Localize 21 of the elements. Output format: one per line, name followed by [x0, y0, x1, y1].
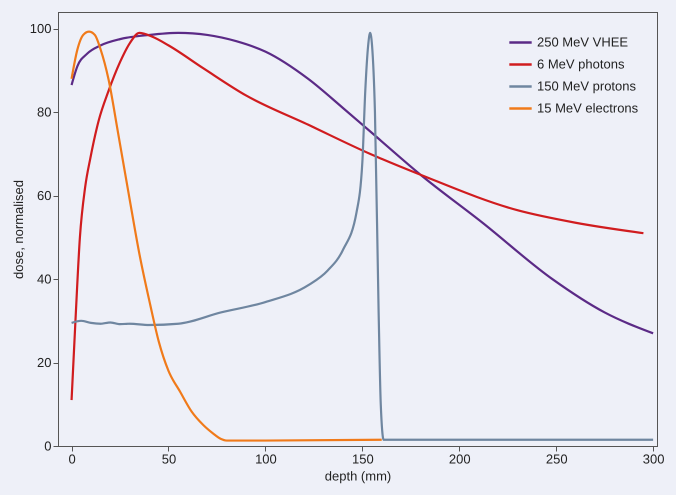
y-tick-label: 0: [44, 438, 52, 454]
x-axis-title: depth (mm): [324, 468, 392, 484]
line-series: [70, 30, 383, 442]
y-tick-label: 60: [37, 188, 52, 204]
x-tick-label: 300: [642, 452, 664, 466]
y-tick-label: 40: [37, 272, 52, 287]
x-tick-label: 250: [546, 452, 568, 466]
y-axis-title: dose, normalised: [10, 180, 26, 279]
x-tick-label: 0: [68, 452, 76, 466]
legend-label: 15 MeV electrons: [537, 100, 639, 116]
legend-label: 250 MeV VHEE: [537, 34, 628, 50]
y-tick-label: 20: [37, 355, 52, 370]
legend-label: 150 MeV protons: [537, 78, 637, 94]
x-tick-label: 150: [352, 452, 374, 466]
legend-label: 6 MeV photons: [537, 56, 625, 72]
x-tick-label: 200: [448, 452, 471, 466]
x-tick-label: 100: [255, 452, 277, 466]
x-tick-label: 50: [162, 452, 176, 466]
line-series: [70, 32, 654, 334]
y-tick-label: 80: [37, 104, 52, 120]
y-tick-label: 100: [30, 21, 52, 36]
